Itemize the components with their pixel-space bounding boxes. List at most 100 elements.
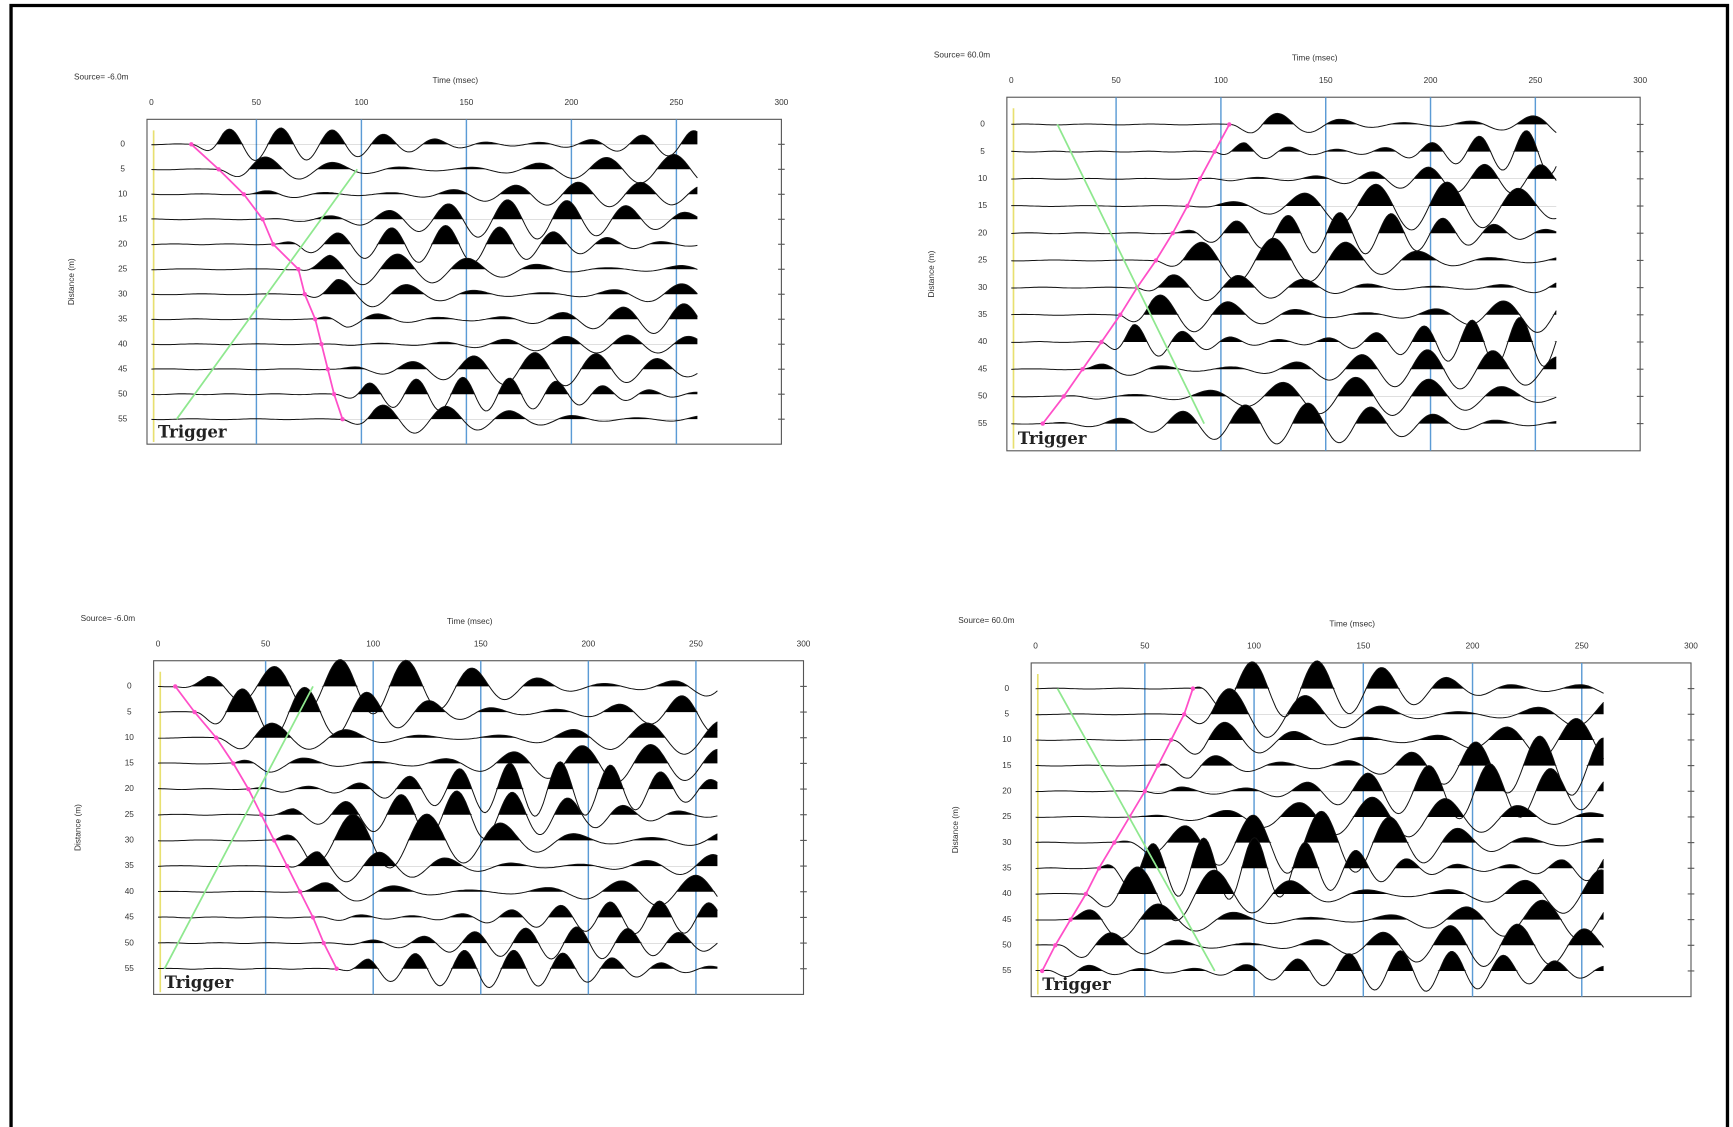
first-arrival-pick xyxy=(192,709,197,715)
trace-fill xyxy=(158,814,718,841)
first-arrival-line xyxy=(1041,688,1194,972)
first-arrival-pick xyxy=(325,366,331,372)
first-arrival-pick xyxy=(216,167,221,172)
trace xyxy=(1011,130,1557,176)
trace-fill xyxy=(1035,924,1604,946)
trace-fill xyxy=(158,761,718,790)
trace xyxy=(1035,763,1604,820)
trace-fill xyxy=(1011,403,1557,424)
first-arrival-pick xyxy=(1168,737,1174,743)
chart-title: Source= 60.0m xyxy=(934,50,990,59)
first-arrival-pick xyxy=(246,786,251,792)
x-tick-label: 100 xyxy=(1214,76,1228,85)
trace-fill xyxy=(158,851,718,867)
velocity-line xyxy=(175,168,358,420)
chart-title: Source= -6.0m xyxy=(81,614,136,623)
y-tick-label: 10 xyxy=(125,733,135,742)
x-tick-label: 250 xyxy=(1528,76,1542,85)
trace xyxy=(158,721,718,755)
trace-fill xyxy=(151,303,698,320)
first-arrival-pick xyxy=(340,416,345,422)
first-arrival-pick xyxy=(1039,968,1045,974)
trace xyxy=(1011,181,1557,231)
trace xyxy=(1035,923,1604,967)
y-tick-label: 25 xyxy=(978,256,988,265)
y-tick-label: 45 xyxy=(1002,915,1012,924)
y-tick-label: 5 xyxy=(120,164,125,173)
y-tick-label: 15 xyxy=(1002,761,1012,770)
trace-fill xyxy=(1011,113,1557,125)
first-arrival-pick xyxy=(1185,203,1190,209)
trace-fill xyxy=(1011,377,1557,397)
first-arrival-pick xyxy=(272,838,277,843)
trace xyxy=(1035,810,1604,874)
first-arrival-pick xyxy=(321,940,326,946)
trace-fill xyxy=(151,352,698,370)
x-tick-label: 50 xyxy=(252,98,262,107)
trace-fill xyxy=(1011,212,1557,234)
y-tick-label: 45 xyxy=(125,913,135,922)
first-arrival-pick xyxy=(260,217,265,222)
first-arrival-pick xyxy=(1142,789,1148,794)
trace xyxy=(151,153,698,184)
panel: Source= -6.0m Time (msec)Distance (m)0 50 1… xyxy=(57,69,798,450)
trace xyxy=(151,303,698,334)
trace xyxy=(151,224,698,264)
annotation: Trigger xyxy=(158,422,227,442)
y-tick-label: 15 xyxy=(118,214,128,223)
trace xyxy=(1035,866,1604,922)
x-tick-label: 300 xyxy=(1633,76,1647,85)
first-arrival-line xyxy=(190,143,344,420)
y-tick-label: 5 xyxy=(980,147,985,156)
trace-fill xyxy=(1011,317,1557,343)
x-tick-label: 50 xyxy=(1140,642,1150,651)
first-arrival-pick xyxy=(173,684,178,689)
x-tick-label: 100 xyxy=(1247,642,1261,651)
trace-fill xyxy=(151,128,698,145)
y-tick-label: 35 xyxy=(125,861,135,870)
trace-fill xyxy=(158,721,718,738)
trace-fill xyxy=(1035,950,1604,971)
trace-fill xyxy=(1011,274,1557,288)
trace xyxy=(151,199,698,240)
first-arrival-pick xyxy=(1083,891,1089,897)
first-arrival-pick xyxy=(231,761,236,766)
x-axis-label: Time (msec) xyxy=(447,617,493,626)
y-tick-label: 20 xyxy=(978,228,988,237)
x-tick-label: 200 xyxy=(1424,76,1438,85)
y-tick-label: 30 xyxy=(1002,838,1012,847)
trace xyxy=(151,334,698,354)
trace xyxy=(158,813,718,869)
y-tick-label: 0 xyxy=(980,120,985,129)
y-tick-label: 20 xyxy=(125,784,135,793)
trace xyxy=(158,926,718,960)
first-arrival-pick xyxy=(284,863,290,869)
chart-title: Source= -6.0m xyxy=(74,73,129,82)
first-arrival-line xyxy=(1042,123,1231,425)
x-axis-label: Time (msec) xyxy=(1292,54,1338,63)
first-arrival-pick xyxy=(1155,763,1161,768)
y-tick-label: 45 xyxy=(978,364,988,373)
x-tick-label: 250 xyxy=(689,639,703,648)
x-axis-label: Time (msec) xyxy=(1329,619,1375,628)
trace xyxy=(1011,212,1557,255)
y-tick-label: 55 xyxy=(118,414,128,423)
y-axis-label: Distance (m) xyxy=(74,804,83,851)
first-arrival-pick xyxy=(1040,421,1045,426)
first-arrival-pick xyxy=(213,735,219,740)
velocity-line xyxy=(163,685,314,970)
y-tick-label: 40 xyxy=(118,339,128,348)
trace-fill xyxy=(151,377,698,395)
x-tick-label: 300 xyxy=(797,639,811,648)
y-tick-label: 35 xyxy=(978,310,988,319)
first-arrival-pick xyxy=(296,267,301,272)
y-tick-label: 55 xyxy=(125,964,135,973)
first-arrival-pick xyxy=(241,192,247,197)
x-tick-label: 0 xyxy=(1033,642,1038,651)
x-tick-label: 150 xyxy=(1319,76,1333,85)
x-tick-label: 150 xyxy=(1356,642,1370,651)
annotation: Trigger xyxy=(1018,428,1087,448)
y-tick-label: 25 xyxy=(1002,812,1012,821)
trace-fill xyxy=(1035,688,1604,715)
